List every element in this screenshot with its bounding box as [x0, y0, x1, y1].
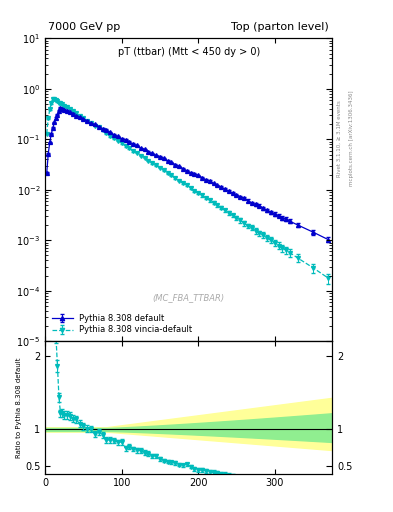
- Legend: Pythia 8.308 default, Pythia 8.308 vincia-default: Pythia 8.308 default, Pythia 8.308 vinci…: [50, 311, 195, 337]
- Text: Rivet 3.1.10, ≥ 3.1M events: Rivet 3.1.10, ≥ 3.1M events: [336, 100, 341, 177]
- Text: mcplots.cern.ch [arXiv:1306.3436]: mcplots.cern.ch [arXiv:1306.3436]: [349, 91, 354, 186]
- Text: 7000 GeV pp: 7000 GeV pp: [48, 23, 120, 32]
- Text: pT (ttbar) (Mtt < 450 dy > 0): pT (ttbar) (Mtt < 450 dy > 0): [118, 48, 260, 57]
- Y-axis label: Ratio to Pythia 8.308 default: Ratio to Pythia 8.308 default: [16, 357, 22, 458]
- Text: Top (parton level): Top (parton level): [231, 23, 329, 32]
- Text: (MC_FBA_TTBAR): (MC_FBA_TTBAR): [152, 293, 225, 302]
